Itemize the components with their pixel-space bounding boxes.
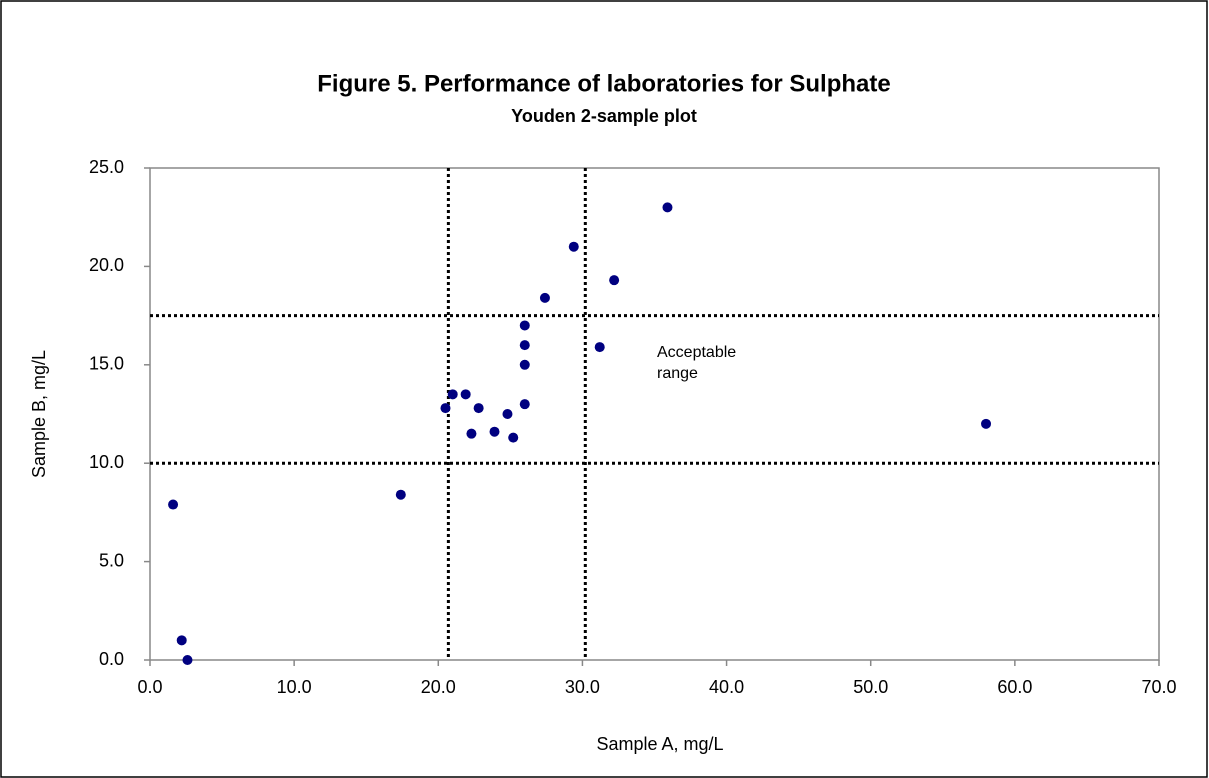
point (182, 655, 193, 665)
point (508, 432, 519, 443)
point (519, 320, 530, 331)
y-tick-label: 5.0 (99, 550, 124, 570)
point (176, 635, 187, 646)
x-tick-label: 20.0 (421, 677, 456, 697)
y-tick-label: 20.0 (89, 255, 124, 275)
point (519, 340, 530, 351)
point (460, 389, 471, 400)
y-tick-label: 15.0 (89, 354, 124, 374)
point (440, 403, 451, 414)
point (502, 409, 513, 419)
x-tick-label: 40.0 (709, 677, 744, 697)
chart-title: Figure 5. Performance of laboratories fo… (317, 70, 890, 97)
point (489, 426, 500, 437)
point (981, 418, 992, 429)
point (473, 403, 484, 414)
point (662, 202, 673, 213)
x-tick-label: 10.0 (277, 677, 312, 697)
point (519, 399, 530, 410)
point (568, 241, 579, 252)
x-tick-label: 70.0 (1141, 677, 1176, 697)
chart-subtitle: Youden 2-sample plot (511, 106, 697, 126)
x-axis-title: Sample A, mg/L (596, 734, 723, 754)
point (519, 359, 530, 370)
point (466, 428, 477, 439)
point (594, 342, 605, 353)
point (539, 292, 550, 303)
point (447, 389, 458, 400)
y-tick-label: 25.0 (89, 157, 124, 177)
point (395, 489, 406, 500)
annotation: Acceptable range (657, 344, 737, 382)
y-axis-title: Sample B, mg/L (29, 350, 49, 478)
x-tick-label: 50.0 (853, 677, 888, 697)
x-tick-label: 0.0 (137, 677, 162, 697)
plot-area (149, 167, 1160, 661)
x-tick-label: 30.0 (565, 677, 600, 697)
point (168, 499, 179, 510)
point (609, 275, 620, 286)
y-tick-label: 10.0 (89, 452, 124, 472)
y-tick-label: 0.0 (99, 649, 124, 669)
x-tick-label: 60.0 (997, 677, 1032, 697)
